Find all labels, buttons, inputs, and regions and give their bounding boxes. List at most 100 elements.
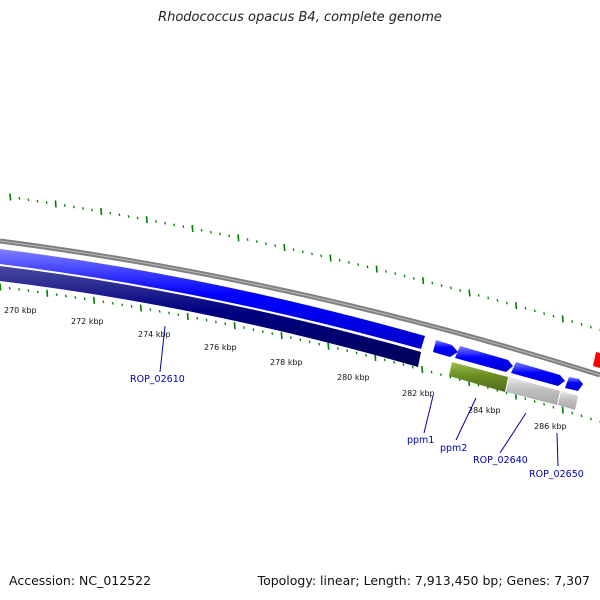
inner-tick-44	[411, 365, 414, 369]
inner-tick-16	[149, 308, 152, 312]
outer-tick-62	[580, 323, 583, 326]
outer-tick-23	[219, 232, 221, 236]
outer-tick-16	[154, 220, 157, 223]
gene-ppm1[interactable]	[433, 340, 458, 357]
inner-tick-21	[196, 316, 199, 320]
outer-tick-49	[459, 288, 462, 292]
inner-tick-63	[589, 417, 592, 421]
outer-tick-52	[487, 296, 490, 300]
inner-tick-4	[36, 290, 39, 294]
gene-label-ROP_02640[interactable]: ROP_02640	[473, 455, 528, 466]
outer-tick-33	[311, 252, 313, 256]
inner-tick-9	[83, 297, 86, 301]
inner-tick-18	[168, 311, 170, 315]
leader-ppm1	[423, 395, 434, 434]
outer-tick-58	[543, 312, 546, 315]
outer-tick-21	[200, 228, 203, 232]
inner-tick-60	[561, 406, 564, 414]
outer-tick-63	[589, 325, 592, 329]
outer-tick-53	[496, 299, 499, 302]
gene-label-ROP_02650[interactable]: ROP_02650	[529, 469, 584, 480]
outer-tick-43	[403, 274, 406, 278]
inner-tick-48	[449, 375, 452, 379]
inner-tick-13	[121, 303, 124, 307]
inner-tick-31	[289, 336, 292, 340]
outer-tick-25	[237, 234, 240, 242]
outer-tick-10	[100, 208, 103, 216]
inner-tick-0	[0, 283, 2, 291]
outer-tick-4	[45, 201, 48, 204]
outer-tick-29	[274, 244, 277, 248]
outer-tick-41	[385, 269, 387, 273]
gene-olive[interactable]	[449, 362, 508, 392]
inner-tick-6	[55, 293, 58, 297]
inner-tick-29	[271, 332, 274, 335]
tick-label-286: 286 kbp	[534, 422, 567, 431]
inner-tick-57	[533, 400, 536, 403]
outer-tick-8	[82, 207, 84, 210]
tick-label-270: 270 kbp	[4, 306, 37, 315]
tick-label-276: 276 kbp	[204, 343, 237, 352]
outer-tick-57	[533, 309, 536, 313]
outer-tick-11	[109, 211, 112, 215]
inner-tick-45	[421, 366, 424, 374]
genome-backbone-highlight	[0, 240, 600, 376]
outer-tick-30	[283, 244, 286, 252]
genome-title: Rhodococcus opacus B4, complete genome	[158, 10, 442, 25]
outer-tick-36	[338, 258, 341, 262]
inner-tick-35	[327, 342, 330, 350]
outer-tick-6	[63, 204, 66, 207]
inner-tick-30	[280, 332, 283, 340]
tick-label-284: 284 kbp	[468, 406, 501, 415]
outer-tick-1	[18, 196, 21, 200]
inner-tick-1	[8, 286, 11, 290]
gene-label-ppm2[interactable]: ppm2	[440, 443, 467, 454]
inner-tick-5	[46, 289, 49, 297]
outer-tick-9	[91, 208, 94, 212]
inner-tick-25	[233, 322, 236, 330]
outer-tick-60	[561, 315, 564, 323]
outer-tick-40	[375, 265, 378, 273]
tick-label-280: 280 kbp	[337, 373, 370, 382]
outer-tick-27	[255, 240, 258, 244]
outer-tick-12	[118, 213, 121, 217]
outer-tick-38	[357, 263, 360, 267]
inner-tick-46	[430, 370, 433, 374]
gene-label-ppm1[interactable]: ppm1	[407, 435, 434, 446]
gene-ROP_02610[interactable]	[0, 266, 421, 367]
outer-tick-28	[265, 242, 267, 246]
inner-tick-7	[64, 294, 67, 298]
outer-tick-55	[515, 302, 518, 310]
inner-tick-8	[74, 296, 77, 299]
inner-tick-22	[205, 318, 208, 322]
outer-tick-3	[36, 199, 39, 203]
gene-ROP_02640-forward[interactable]	[511, 362, 565, 386]
gene-grey-1[interactable]	[506, 377, 560, 405]
gene-ppm2[interactable]	[455, 346, 513, 372]
inner-tick-ring	[0, 283, 600, 424]
outer-tick-0	[9, 193, 12, 201]
outer-tick-56	[524, 306, 527, 310]
gene-grey-2[interactable]	[558, 391, 578, 410]
inner-tick-26	[243, 326, 245, 330]
outer-tick-18	[173, 223, 176, 227]
inner-tick-11	[102, 300, 105, 304]
outer-tick-15	[145, 216, 148, 224]
outer-tick-32	[301, 250, 304, 254]
outer-tick-2	[27, 198, 30, 202]
gene-red[interactable]	[593, 352, 600, 368]
outer-tick-13	[127, 215, 130, 218]
outer-tick-46	[431, 281, 434, 285]
inner-tick-34	[318, 342, 321, 346]
outer-tick-51	[477, 293, 480, 297]
inner-tick-38	[355, 351, 358, 355]
tick-label-272: 272 kbp	[71, 317, 104, 326]
inner-tick-36	[336, 347, 339, 350]
leader-ROP_02610	[159, 325, 166, 373]
gene-label-ROP_02610[interactable]: ROP_02610	[130, 374, 185, 385]
gene-forward-long[interactable]	[0, 249, 425, 349]
outer-tick-7	[72, 205, 75, 209]
gene-ROP_02650-forward[interactable]	[565, 377, 583, 391]
outer-tick-39	[366, 265, 369, 269]
